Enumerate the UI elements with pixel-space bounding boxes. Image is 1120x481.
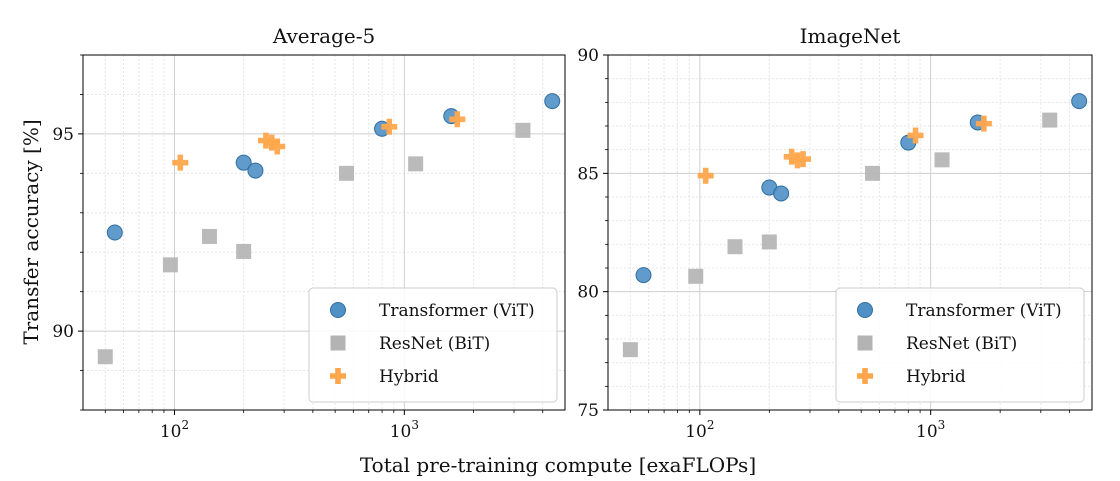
imagenet-point-resnet-bit xyxy=(688,268,704,284)
y-axis-label: Transfer accuracy [%] xyxy=(19,119,43,344)
x-axis-label: Total pre-training compute [exaFLOPs] xyxy=(360,453,756,477)
imagenet-point-resnet-bit xyxy=(727,239,743,255)
average-5-point-transformer-vit xyxy=(106,224,123,241)
average-5-y-tick-label: 95 xyxy=(52,125,74,145)
imagenet-legend-label-resnet-bit: ResNet (BiT) xyxy=(906,334,1017,354)
average-5-legend-marker-hybrid xyxy=(330,368,346,384)
average-5-legend-label-transformer-vit: Transformer (ViT) xyxy=(379,301,535,321)
average-5-point-resnet-bit xyxy=(236,243,252,259)
average-5-legend-box xyxy=(308,287,558,403)
frames-layer xyxy=(82,54,1093,411)
imagenet-y-tick-label: 75 xyxy=(577,401,599,421)
average-5-point-hybrid xyxy=(381,118,398,135)
imagenet-point-hybrid xyxy=(975,115,992,132)
average-5-legend-label-resnet-bit: ResNet (BiT) xyxy=(379,334,490,354)
imagenet-point-hybrid xyxy=(697,167,714,184)
imagenet-point-resnet-bit xyxy=(761,234,777,250)
average-5-point-transformer-vit xyxy=(235,154,252,171)
imagenet-y-tick-label: 90 xyxy=(577,46,599,66)
imagenet-axes-frame xyxy=(607,54,1093,411)
imagenet-x-tick-label: 103 xyxy=(916,418,945,442)
imagenet-legend-marker-transformer-vit xyxy=(857,302,873,318)
average-5-point-resnet-bit xyxy=(162,257,178,273)
average-5-point-hybrid xyxy=(269,138,286,155)
average-5-point-resnet-bit xyxy=(97,349,113,365)
average-5-point-hybrid xyxy=(449,111,466,128)
imagenet-point-transformer-vit xyxy=(773,185,790,202)
imagenet-point-transformer-vit xyxy=(635,267,652,284)
average-5-point-transformer-vit xyxy=(247,162,264,179)
average-5-point-resnet-bit xyxy=(338,165,354,181)
average-5-y-tick-label: 90 xyxy=(52,322,74,342)
legends-layer: Transformer (ViT) ResNet (BiT) Hybrid Trans… xyxy=(308,287,1085,403)
imagenet-legend-marker-resnet-bit xyxy=(857,335,873,351)
imagenet-x-tick-label: 102 xyxy=(685,418,714,442)
average-5-point-hybrid xyxy=(263,134,280,151)
imagenet-point-hybrid xyxy=(907,127,924,144)
imagenet-legend-label-transformer-vit: Transformer (ViT) xyxy=(906,301,1062,321)
imagenet-point-resnet-bit xyxy=(622,342,638,358)
average-5-legend-marker-resnet-bit xyxy=(330,335,346,351)
chart-title-imagenet: ImageNet xyxy=(800,24,901,48)
imagenet-y-tick-label: 80 xyxy=(577,283,599,303)
imagenet-point-resnet-bit xyxy=(1042,112,1058,128)
imagenet-legend-label-hybrid: Hybrid xyxy=(906,367,966,387)
average-5-point-resnet-bit xyxy=(201,228,217,244)
imagenet-point-resnet-bit xyxy=(934,152,950,168)
marks-layer xyxy=(97,93,1088,365)
average-5-legend-marker-transformer-vit xyxy=(330,302,346,318)
average-5-point-hybrid xyxy=(172,154,189,171)
average-5-x-tick-label: 103 xyxy=(390,418,419,442)
imagenet-y-tick-label: 85 xyxy=(577,164,599,184)
imagenet-point-transformer-vit xyxy=(1071,93,1088,110)
average-5-point-resnet-bit xyxy=(515,122,531,138)
average-5-legend-label-hybrid: Hybrid xyxy=(379,367,439,387)
average-5-axes-frame xyxy=(82,54,566,411)
imagenet-legend-marker-hybrid xyxy=(857,368,873,384)
average-5-point-transformer-vit xyxy=(544,93,561,110)
average-5-point-resnet-bit xyxy=(408,156,424,172)
imagenet-point-hybrid xyxy=(795,151,812,168)
chart-title-average-5: Average-5 xyxy=(272,24,375,48)
imagenet-point-hybrid xyxy=(783,148,800,165)
average-5-x-tick-label: 102 xyxy=(160,418,189,442)
imagenet-legend-box xyxy=(835,287,1085,403)
ticks-layer: 90 95 102 103 75 80 85 90 102 103 xyxy=(52,46,1071,442)
imagenet-point-resnet-bit xyxy=(865,165,881,181)
